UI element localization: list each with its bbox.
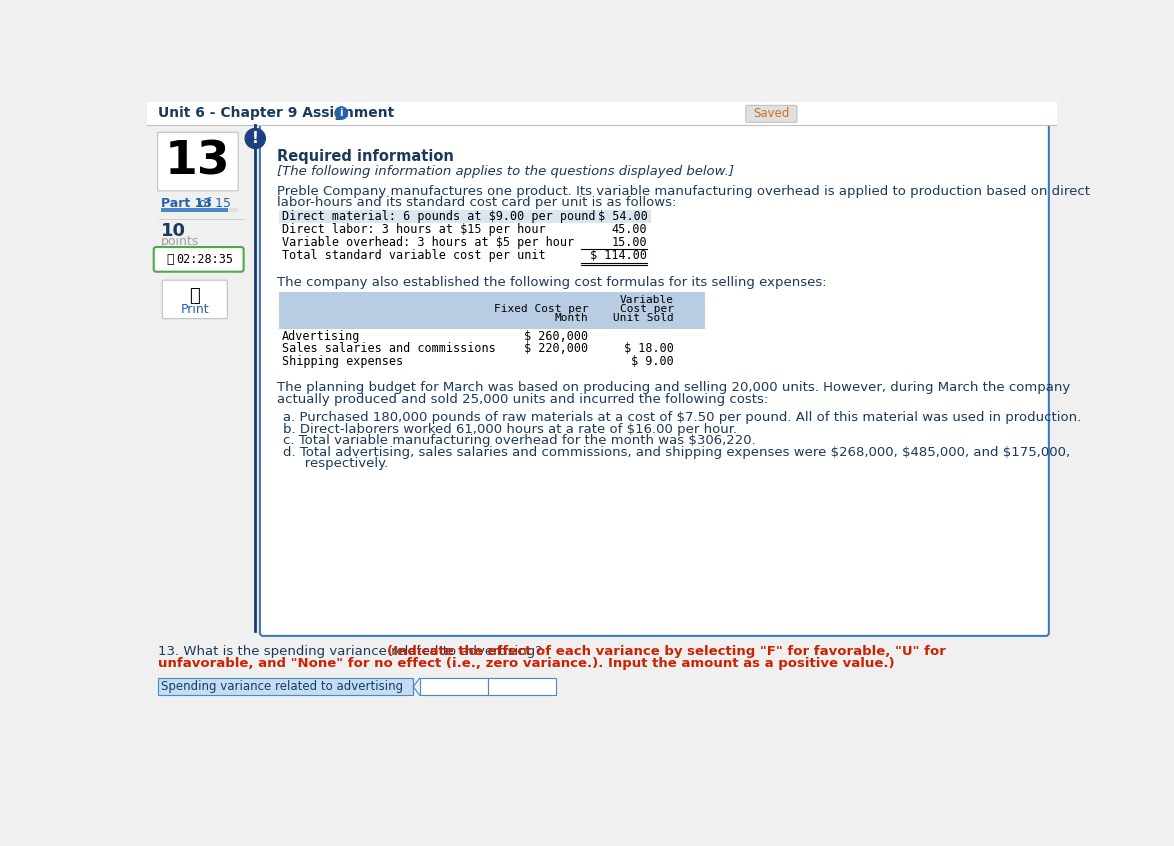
FancyBboxPatch shape	[278, 210, 650, 223]
Text: $ 9.00: $ 9.00	[630, 354, 674, 367]
FancyBboxPatch shape	[157, 678, 413, 695]
Text: ⏳: ⏳	[167, 253, 174, 266]
Text: $ 18.00: $ 18.00	[623, 342, 674, 355]
Text: of 15: of 15	[195, 197, 231, 210]
Text: labor-hours and its standard cost card per unit is as follows:: labor-hours and its standard cost card p…	[277, 196, 676, 209]
Text: 13: 13	[166, 140, 231, 184]
FancyBboxPatch shape	[161, 208, 228, 212]
Text: [The following information applies to the questions displayed below.]: [The following information applies to th…	[277, 165, 734, 178]
Text: 02:28:35: 02:28:35	[176, 253, 234, 266]
Text: Cost per: Cost per	[620, 304, 674, 314]
Text: $ 114.00: $ 114.00	[591, 250, 647, 262]
FancyBboxPatch shape	[278, 292, 704, 328]
Text: respectively.: respectively.	[292, 457, 389, 470]
Text: Part 13: Part 13	[161, 197, 211, 210]
Text: Preble Company manufactures one product. Its variable manufacturing overhead is : Preble Company manufactures one product.…	[277, 184, 1089, 198]
Text: The planning budget for March was based on producing and selling 20,000 units. H: The planning budget for March was based …	[277, 381, 1071, 394]
Text: The company also established the following cost formulas for its selling expense: The company also established the followi…	[277, 277, 826, 289]
FancyBboxPatch shape	[259, 123, 1048, 636]
Text: $ 54.00: $ 54.00	[598, 210, 647, 223]
Text: Unit 6 - Chapter 9 Assignment: Unit 6 - Chapter 9 Assignment	[157, 106, 393, 120]
Text: 10: 10	[161, 222, 185, 240]
Text: Variable overhead: 3 hours at $5 per hour: Variable overhead: 3 hours at $5 per hou…	[282, 236, 574, 250]
Text: b. Direct-laborers worked 61,000 hours at a rate of $16.00 per hour.: b. Direct-laborers worked 61,000 hours a…	[283, 423, 737, 436]
FancyBboxPatch shape	[162, 280, 228, 319]
FancyBboxPatch shape	[157, 132, 238, 191]
Text: !: !	[251, 131, 258, 146]
Text: Direct material: 6 pounds at $9.00 per pound: Direct material: 6 pounds at $9.00 per p…	[282, 210, 595, 223]
Text: Required information: Required information	[277, 149, 454, 164]
Text: 15.00: 15.00	[612, 236, 647, 250]
Text: 13. What is the spending variance related to advertising?: 13. What is the spending variance relate…	[157, 645, 546, 658]
Text: Variable: Variable	[620, 294, 674, 305]
Text: Saved: Saved	[754, 107, 790, 120]
FancyBboxPatch shape	[147, 102, 1057, 124]
Text: Advertising: Advertising	[282, 330, 360, 343]
Circle shape	[245, 129, 265, 149]
Text: 45.00: 45.00	[612, 223, 647, 236]
Text: Direct labor: 3 hours at $15 per hour: Direct labor: 3 hours at $15 per hour	[282, 223, 545, 236]
FancyBboxPatch shape	[154, 247, 244, 272]
FancyBboxPatch shape	[419, 678, 487, 695]
Text: 🖨: 🖨	[189, 288, 201, 305]
Text: Unit Sold: Unit Sold	[613, 313, 674, 323]
Text: actually produced and sold 25,000 units and incurred the following costs:: actually produced and sold 25,000 units …	[277, 393, 768, 405]
Text: (Indicate the effect of each variance by selecting "F" for favorable, "U" for: (Indicate the effect of each variance by…	[387, 645, 946, 658]
FancyBboxPatch shape	[487, 678, 556, 695]
Text: d. Total advertising, sales salaries and commissions, and shipping expenses were: d. Total advertising, sales salaries and…	[283, 446, 1071, 459]
Text: Print: Print	[181, 303, 209, 316]
Text: unfavorable, and "None" for no effect (i.e., zero variance.). Input the amount a: unfavorable, and "None" for no effect (i…	[157, 656, 895, 670]
Text: Shipping expenses: Shipping expenses	[282, 354, 403, 367]
Text: $ 260,000: $ 260,000	[525, 330, 588, 343]
Circle shape	[335, 107, 348, 119]
Text: Total standard variable cost per unit: Total standard variable cost per unit	[282, 250, 545, 262]
Text: Month: Month	[555, 313, 588, 323]
Text: Sales salaries and commissions: Sales salaries and commissions	[282, 342, 495, 355]
Text: a. Purchased 180,000 pounds of raw materials at a cost of $7.50 per pound. All o: a. Purchased 180,000 pounds of raw mater…	[283, 411, 1081, 424]
Text: $ 220,000: $ 220,000	[525, 342, 588, 355]
Text: i: i	[339, 108, 343, 118]
Text: Spending variance related to advertising: Spending variance related to advertising	[161, 680, 403, 693]
Text: Fixed Cost per: Fixed Cost per	[494, 304, 588, 314]
Text: points: points	[161, 234, 198, 248]
Text: c. Total variable manufacturing overhead for the month was $306,220.: c. Total variable manufacturing overhead…	[283, 434, 756, 448]
FancyBboxPatch shape	[161, 208, 238, 212]
FancyBboxPatch shape	[745, 106, 797, 123]
